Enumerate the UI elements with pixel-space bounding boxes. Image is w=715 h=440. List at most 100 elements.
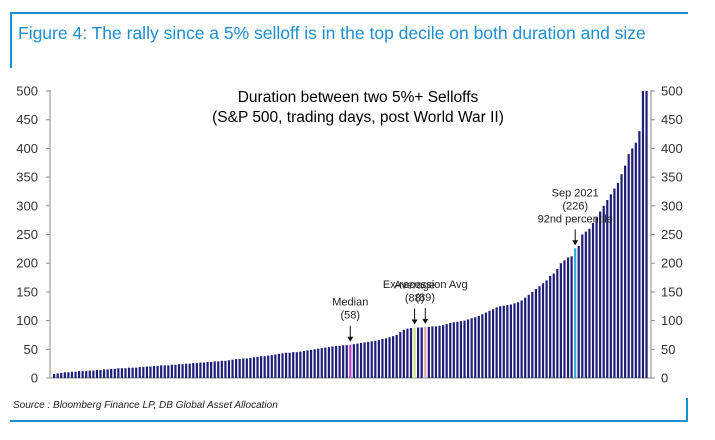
bar-ex-recession bbox=[424, 326, 427, 378]
bar bbox=[113, 368, 116, 378]
bar bbox=[352, 344, 355, 378]
frame-right-rule bbox=[686, 398, 688, 422]
bar bbox=[541, 283, 545, 378]
bar bbox=[92, 370, 95, 378]
bar bbox=[235, 359, 238, 378]
frame-left-rule bbox=[10, 12, 12, 68]
bar bbox=[120, 368, 124, 378]
left-tick-label: 150 bbox=[16, 284, 38, 299]
bar bbox=[577, 245, 580, 378]
bar bbox=[320, 348, 323, 378]
bar bbox=[313, 349, 316, 378]
bar bbox=[638, 131, 641, 378]
bar bbox=[231, 359, 234, 378]
bar bbox=[242, 358, 245, 378]
bar bbox=[466, 319, 470, 378]
bar bbox=[388, 337, 391, 378]
bar bbox=[367, 341, 370, 378]
bar bbox=[299, 351, 302, 378]
bar bbox=[274, 354, 277, 378]
bar bbox=[288, 352, 291, 378]
bar bbox=[334, 345, 338, 378]
bar bbox=[110, 368, 113, 378]
bar bbox=[56, 373, 59, 378]
bar bbox=[563, 260, 566, 378]
left-tick-label: 400 bbox=[16, 141, 38, 156]
bar bbox=[484, 312, 488, 378]
bar bbox=[363, 342, 366, 378]
bar bbox=[527, 294, 530, 378]
bar bbox=[470, 318, 473, 378]
bar bbox=[342, 345, 345, 378]
bar bbox=[384, 338, 388, 378]
bar bbox=[181, 364, 184, 378]
bar bbox=[370, 341, 373, 378]
bar bbox=[135, 367, 138, 378]
bar bbox=[252, 357, 256, 378]
bar bbox=[106, 369, 109, 378]
bar bbox=[99, 369, 102, 378]
bar bbox=[495, 307, 498, 378]
bar bbox=[602, 205, 605, 378]
bar bbox=[138, 367, 141, 378]
right-tick-label: 300 bbox=[661, 198, 683, 213]
bar bbox=[127, 367, 131, 378]
annotation-label: (88) bbox=[405, 293, 425, 305]
bar bbox=[406, 328, 409, 378]
bar bbox=[160, 365, 163, 378]
annotation-label: Median bbox=[332, 297, 368, 309]
bar bbox=[566, 257, 570, 378]
bar bbox=[474, 317, 477, 378]
bar bbox=[306, 350, 309, 378]
bar bbox=[331, 346, 334, 378]
bar bbox=[67, 372, 70, 378]
bar bbox=[277, 353, 281, 378]
bar bbox=[502, 305, 505, 378]
bar bbox=[442, 325, 445, 378]
bar bbox=[445, 324, 448, 378]
bar bbox=[631, 148, 634, 378]
annotation-label: (89) bbox=[416, 292, 436, 304]
bar bbox=[456, 321, 459, 378]
right-tick-label: 0 bbox=[661, 371, 668, 386]
bar bbox=[402, 329, 405, 378]
bar bbox=[624, 165, 627, 378]
bar bbox=[327, 347, 331, 378]
bar bbox=[324, 347, 327, 378]
bar bbox=[556, 268, 559, 378]
right-tick-label: 50 bbox=[661, 342, 675, 357]
bar bbox=[95, 369, 99, 378]
bar bbox=[281, 353, 284, 378]
bar bbox=[463, 320, 466, 378]
bar bbox=[431, 326, 434, 378]
bar bbox=[53, 373, 56, 378]
bar bbox=[409, 328, 413, 378]
bar bbox=[74, 371, 77, 378]
right-tick-label: 350 bbox=[661, 170, 683, 185]
bar bbox=[616, 182, 620, 378]
annotation-label: (226) bbox=[562, 200, 588, 212]
bar bbox=[427, 326, 430, 378]
bar bbox=[192, 363, 195, 378]
bar bbox=[545, 280, 548, 378]
bar bbox=[449, 322, 452, 378]
bar bbox=[345, 345, 348, 378]
bar bbox=[259, 356, 263, 378]
bar bbox=[317, 348, 320, 378]
bar bbox=[163, 365, 166, 378]
bar bbox=[202, 362, 206, 378]
bar bbox=[124, 368, 127, 378]
left-tick-label: 50 bbox=[24, 342, 38, 357]
bar bbox=[481, 314, 484, 378]
bar bbox=[516, 302, 520, 378]
left-tick-label: 200 bbox=[16, 256, 38, 271]
annotation-arrow-head bbox=[572, 240, 579, 246]
left-tick-label: 450 bbox=[16, 112, 38, 127]
bar bbox=[217, 361, 220, 378]
bar bbox=[509, 304, 513, 378]
bar bbox=[256, 356, 259, 378]
bar bbox=[195, 363, 198, 378]
bar bbox=[524, 297, 527, 378]
bar bbox=[392, 336, 395, 378]
bar bbox=[395, 334, 398, 378]
